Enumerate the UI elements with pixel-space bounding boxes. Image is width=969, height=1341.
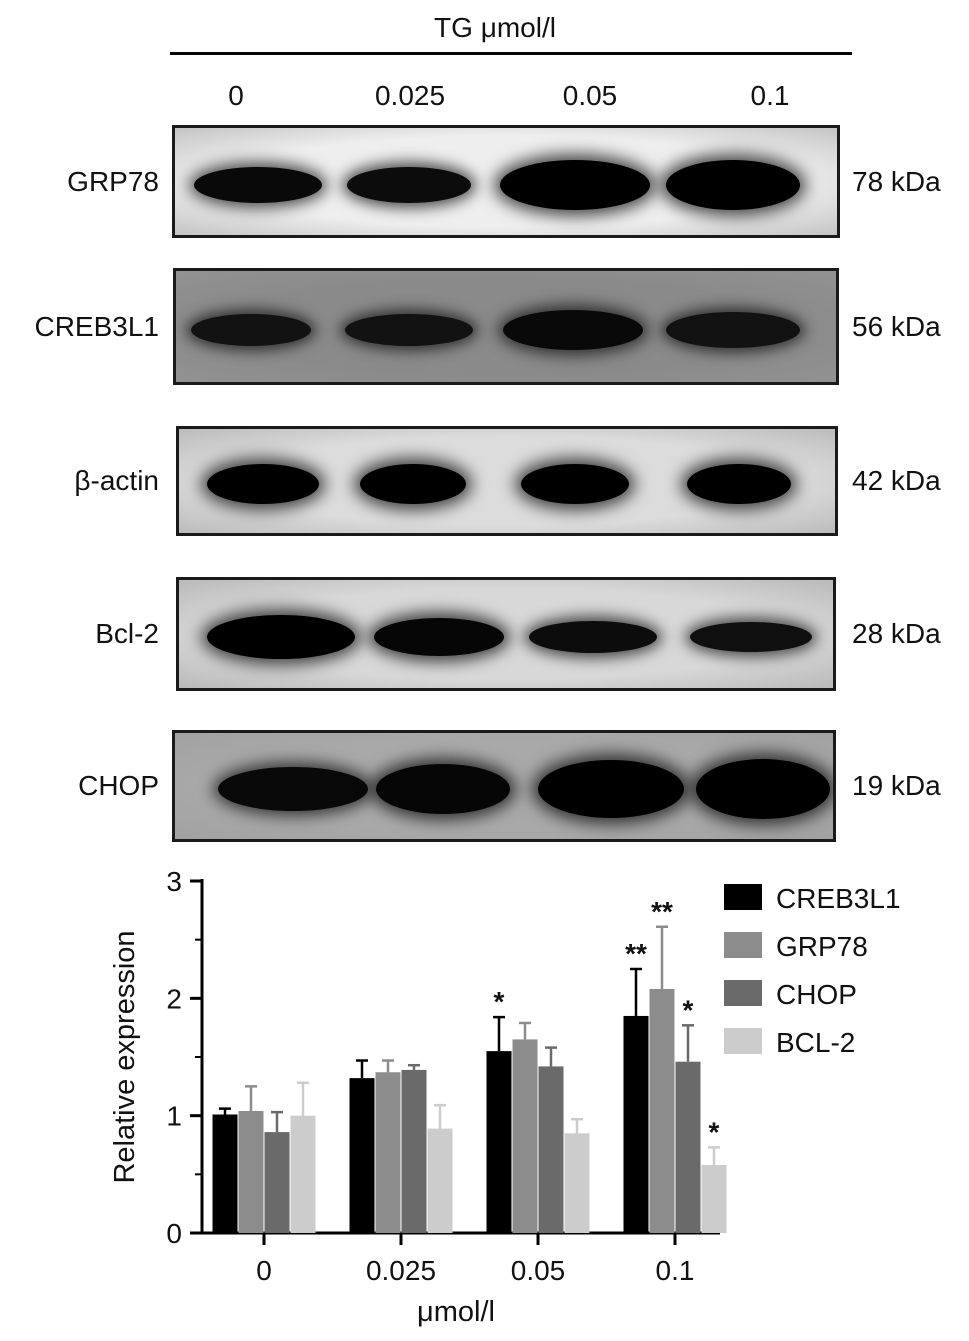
- protein-band: [207, 615, 355, 659]
- bar-bcl-2: [564, 1133, 590, 1233]
- bar-creb3l1: [212, 1114, 238, 1233]
- molecular-weight-label: 78 kDa: [852, 165, 941, 197]
- bar-creb3l1: [486, 1051, 512, 1233]
- lane-label: 0.025: [374, 80, 446, 111]
- protein-band: [503, 309, 643, 350]
- blot-row-label: GRP78: [67, 165, 159, 197]
- bar-chop: [538, 1066, 564, 1233]
- protein-band: [696, 759, 830, 819]
- protein-band: [194, 166, 322, 203]
- y-tick-label: 1: [166, 1101, 182, 1132]
- significance-mark: *: [494, 986, 505, 1017]
- bar-grp78: [512, 1039, 538, 1233]
- legend-label: GRP78: [776, 931, 868, 962]
- y-tick-label: 3: [166, 866, 182, 897]
- x-tick-label: 0.1: [656, 1255, 695, 1286]
- bar-creb3l1: [623, 1015, 649, 1233]
- blot-title: TG μmol/l: [434, 12, 556, 43]
- legend-swatch-creb3l1: [724, 884, 762, 910]
- blot-strip: [176, 426, 838, 536]
- legend-swatch-chop: [724, 980, 762, 1006]
- significance-mark: **: [625, 938, 647, 969]
- protein-band: [538, 760, 684, 818]
- y-axis-title: Relative expression: [109, 930, 141, 1183]
- molecular-weight-label: 28 kDa: [852, 618, 941, 649]
- blot-strip: [176, 577, 836, 691]
- protein-band: [687, 464, 791, 504]
- significance-mark: *: [683, 994, 694, 1025]
- bar-grp78: [649, 988, 675, 1233]
- bar-chop: [401, 1069, 427, 1233]
- y-tick-label: 0: [166, 1218, 182, 1249]
- bar-grp78: [238, 1110, 264, 1233]
- bar-chop: [675, 1061, 701, 1233]
- legend-label: BCL-2: [776, 1027, 855, 1058]
- legend-swatch-grp78: [724, 932, 762, 958]
- protein-band: [500, 159, 650, 210]
- lane-label: 0.1: [750, 80, 790, 111]
- x-tick-label: 0: [256, 1255, 272, 1286]
- bar-bcl-2: [701, 1164, 727, 1233]
- molecular-weight-label: 56 kDa: [852, 310, 941, 342]
- legend-label: CREB3L1: [776, 883, 901, 914]
- bar-grp78: [375, 1072, 401, 1233]
- x-tick-label: 0.05: [511, 1255, 566, 1286]
- significance-mark: *: [709, 1116, 720, 1147]
- protein-band: [690, 622, 812, 652]
- protein-band: [360, 464, 466, 504]
- molecular-weight-label: 42 kDa: [852, 465, 941, 496]
- protein-band: [529, 621, 657, 653]
- blot-row-label: β-actin: [74, 465, 159, 496]
- protein-band: [666, 311, 800, 348]
- protein-band: [207, 464, 319, 504]
- blot-strip: [172, 730, 836, 842]
- protein-band: [376, 764, 510, 814]
- lane-label: 0.05: [562, 80, 618, 111]
- x-axis-title: μmol/l: [417, 1296, 495, 1328]
- treatment-overline: [170, 52, 852, 55]
- protein-band: [374, 618, 504, 656]
- protein-band: [218, 767, 368, 811]
- bar-bcl-2: [427, 1128, 453, 1233]
- protein-band: [521, 464, 629, 504]
- protein-band: [666, 159, 800, 210]
- protein-band: [345, 313, 473, 346]
- blot-row-label: CREB3L1: [34, 310, 159, 342]
- blot-strip: [173, 268, 839, 385]
- lane-label: 0: [228, 80, 244, 111]
- legend-label: CHOP: [776, 979, 857, 1010]
- legend-swatch-bcl-2: [724, 1028, 762, 1054]
- blot-strip: [172, 125, 840, 238]
- significance-mark: **: [651, 896, 673, 927]
- blot-row-label: Bcl-2: [95, 618, 159, 649]
- y-tick-label: 2: [166, 983, 182, 1014]
- bar-chop: [264, 1132, 290, 1233]
- protein-band: [347, 166, 471, 203]
- x-tick-label: 0.025: [366, 1255, 436, 1286]
- bar-creb3l1: [349, 1078, 375, 1233]
- blot-row-label: CHOP: [78, 770, 159, 801]
- molecular-weight-label: 19 kDa: [852, 770, 941, 801]
- protein-band: [191, 313, 311, 346]
- bar-bcl-2: [290, 1115, 316, 1233]
